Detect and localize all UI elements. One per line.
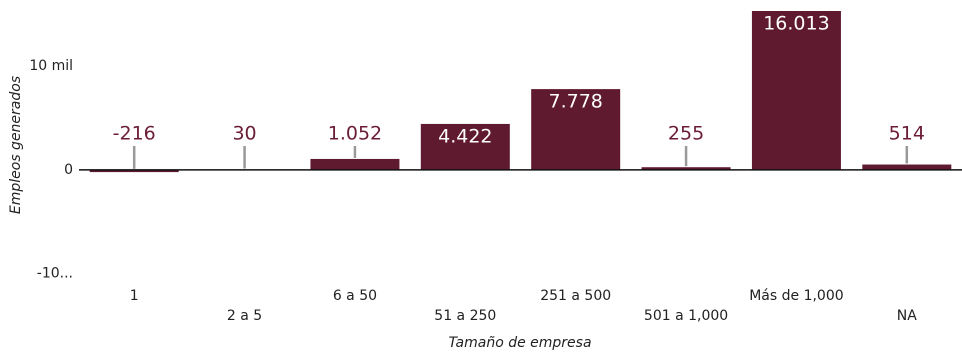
x-tick-label: NA — [897, 308, 917, 324]
bar — [310, 158, 400, 170]
value-label: 30 — [232, 123, 256, 145]
value-label: 7.778 — [548, 91, 602, 113]
y-tick-label: 0 — [64, 162, 73, 178]
y-tick-label: -10... — [37, 266, 73, 282]
bar — [751, 11, 841, 170]
x-axis-title: Tamaño de empresa — [448, 335, 591, 351]
bar — [862, 164, 952, 170]
x-tick-label: 1 — [130, 288, 139, 304]
x-tick-label: Más de 1,000 — [749, 288, 843, 304]
value-label: 16.013 — [763, 13, 829, 35]
bar — [89, 169, 179, 173]
x-tick-label: 2 a 5 — [227, 308, 262, 324]
bar — [420, 123, 510, 170]
value-label: 4.422 — [438, 125, 492, 147]
bar — [641, 167, 731, 170]
y-tick-label: 10 mil — [29, 58, 73, 74]
x-tick-label: 251 a 500 — [540, 288, 611, 304]
bar — [531, 89, 621, 170]
x-tick-label: 6 a 50 — [333, 288, 377, 304]
y-axis-title: Empleos generados — [8, 76, 24, 214]
x-tick-label: 501 a 1,000 — [644, 308, 728, 324]
value-label: 1.052 — [328, 123, 382, 145]
value-label: 514 — [889, 123, 925, 145]
plot-area — [89, 11, 952, 173]
x-tick-label: 51 a 250 — [434, 308, 496, 324]
value-label: -216 — [113, 123, 156, 145]
value-label: 255 — [668, 123, 704, 145]
